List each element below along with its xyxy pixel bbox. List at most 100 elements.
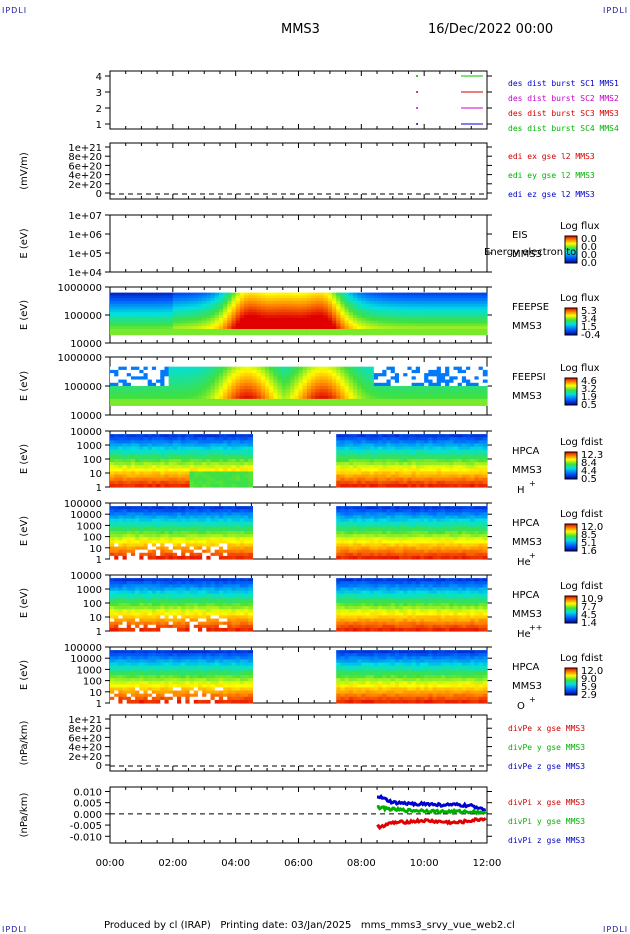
x-tick-label: 02:00 [158,858,187,869]
colorbar-tick-label: 5.9 [581,682,597,693]
corner-label-top-right: IPDLI [603,6,629,15]
y-tick-label: 1 [96,483,102,494]
colorbar-p9 [564,667,578,696]
legend-entry: divPe x gse MMS3 [508,724,585,733]
colorbar-tick-label: 7.7 [581,602,597,613]
y-tick-label: 10000 [70,571,102,582]
y-tick-label: 2e+20 [68,752,102,763]
heatmap-p6 [110,434,488,488]
colorbar-tick-label: 5.1 [581,538,597,549]
legend-entry: edi ey gse l2 MMS3 [508,171,595,180]
colorbar-tick-label: 8.4 [581,458,597,469]
y-tick-label: 100 [83,599,102,610]
colorbar-tick-label: 10.9 [581,594,603,605]
species-label: O [517,701,525,712]
instrument-label: FEEPSI [512,372,546,383]
spacecraft-label: MMS3 [512,465,542,476]
y-tick-label: 8e+20 [68,152,102,163]
y-tick-label: 1e+21 [68,715,102,726]
legend-entry: divPi z gse MMS3 [508,836,585,845]
colorbar-p4 [564,307,578,336]
x-tick-label: 12:00 [473,858,502,869]
y-tick-label: 1e+21 [68,143,102,154]
instrument-label: EIS [512,230,528,241]
y-tick-label: 100 [83,677,102,688]
instrument-label: HPCA [512,518,540,529]
y-tick-label: 1 [96,555,102,566]
colorbar-tick-label: 8.5 [581,530,597,541]
spacecraft-label: MMS3 [512,391,542,402]
y-tick-label: 4e+20 [68,171,102,182]
spacecraft-label: MMS3 [512,609,542,620]
y-tick-label: 100 [83,533,102,544]
y-axis-label: E (eV) [19,300,30,330]
colorbar-tick-label: 0.5 [581,400,597,411]
legend-entry: divPe z gse MMS3 [508,762,585,771]
spacecraft-label: MMS3 [512,681,542,692]
colorbar-title: Log fdist [560,653,603,664]
y-tick-label: 3 [96,88,102,99]
y-tick-label: 100000 [64,311,102,322]
heatmap-p5 [110,366,488,406]
instrument-label: FEEPSE [512,302,549,313]
panel-frame-p10 [109,714,488,772]
y-tick-label: 10000 [70,654,102,665]
species-charge-label: + [529,479,536,488]
colorbar-title: Log fdist [560,581,603,592]
corner-label-bottom-right: IPDLI [603,925,629,934]
colorbar-title: Log flux [560,221,600,232]
panel-frame-p3 [109,214,488,273]
legend-entry: des dist burst SC4 MMS4 [508,124,619,133]
y-tick-label: 10 [89,469,102,480]
y-tick-label: 1e+05 [68,249,102,260]
colorbar-tick-label: 9.0 [581,674,597,685]
divpi-series-line [376,817,487,831]
species-label: He [517,557,531,568]
corner-label-bottom-left: IPDLI [2,925,28,934]
burst-point [416,123,418,125]
y-tick-label: 100 [83,455,102,466]
y-tick-label: 10 [89,688,102,699]
y-tick-label: -0.010 [70,832,102,843]
legend-entry: edi ex gse l2 MMS3 [508,152,595,161]
colorbar-p7 [564,523,578,552]
colorbar-tick-label: 4.4 [581,466,597,477]
colorbar-tick-label: 1.6 [581,546,597,557]
y-tick-label: 1 [96,120,102,131]
colorbar-title: Log fdist [560,509,603,520]
spacecraft-label: MMS3 [512,537,542,548]
y-tick-label: 1e+07 [68,211,102,222]
y-tick-label: 1e+04 [68,268,102,279]
y-axis-label: E (eV) [19,228,30,258]
y-axis-label: E (eV) [19,516,30,546]
colorbar-title: Log fdist [560,437,603,448]
y-tick-label: 1 [96,627,102,638]
instrument-label: HPCA [512,590,540,601]
legend-entry: des dist burst SC3 MMS3 [508,109,619,118]
date-title: 16/Dec/2022 00:00 [428,22,554,37]
y-axis-label: E (eV) [19,588,30,618]
y-tick-label: 2e+20 [68,180,102,191]
colorbar-tick-label: 3.4 [581,314,597,325]
colorbar-tick-label: 1.4 [581,618,597,629]
y-tick-label: 10 [89,544,102,555]
colorbar-tick-label: 4.5 [581,610,597,621]
y-tick-label: 1e+06 [68,230,102,241]
y-tick-label: 1000 [77,521,102,532]
y-axis-label: (mV/m) [19,152,30,190]
colorbar-tick-label: 0.5 [581,474,597,485]
y-tick-label: 4 [96,72,102,83]
colorbar-tick-label: -0.4 [581,330,601,341]
heatmap-p4 [110,292,488,336]
colorbar-tick-label: 12.3 [581,450,603,461]
burst-point [416,91,418,93]
burst-point [416,107,418,109]
x-tick-label: 10:00 [410,858,439,869]
spacecraft-label: MMS3 [512,249,542,260]
legend-entry: des dist burst SC1 MMS1 [508,79,619,88]
y-tick-label: -0.005 [70,821,102,832]
instrument-label: HPCA [512,446,540,457]
legend-entry: edi ez gse l2 MMS3 [508,190,595,199]
y-tick-label: 4e+20 [68,743,102,754]
y-tick-label: 1000 [77,441,102,452]
